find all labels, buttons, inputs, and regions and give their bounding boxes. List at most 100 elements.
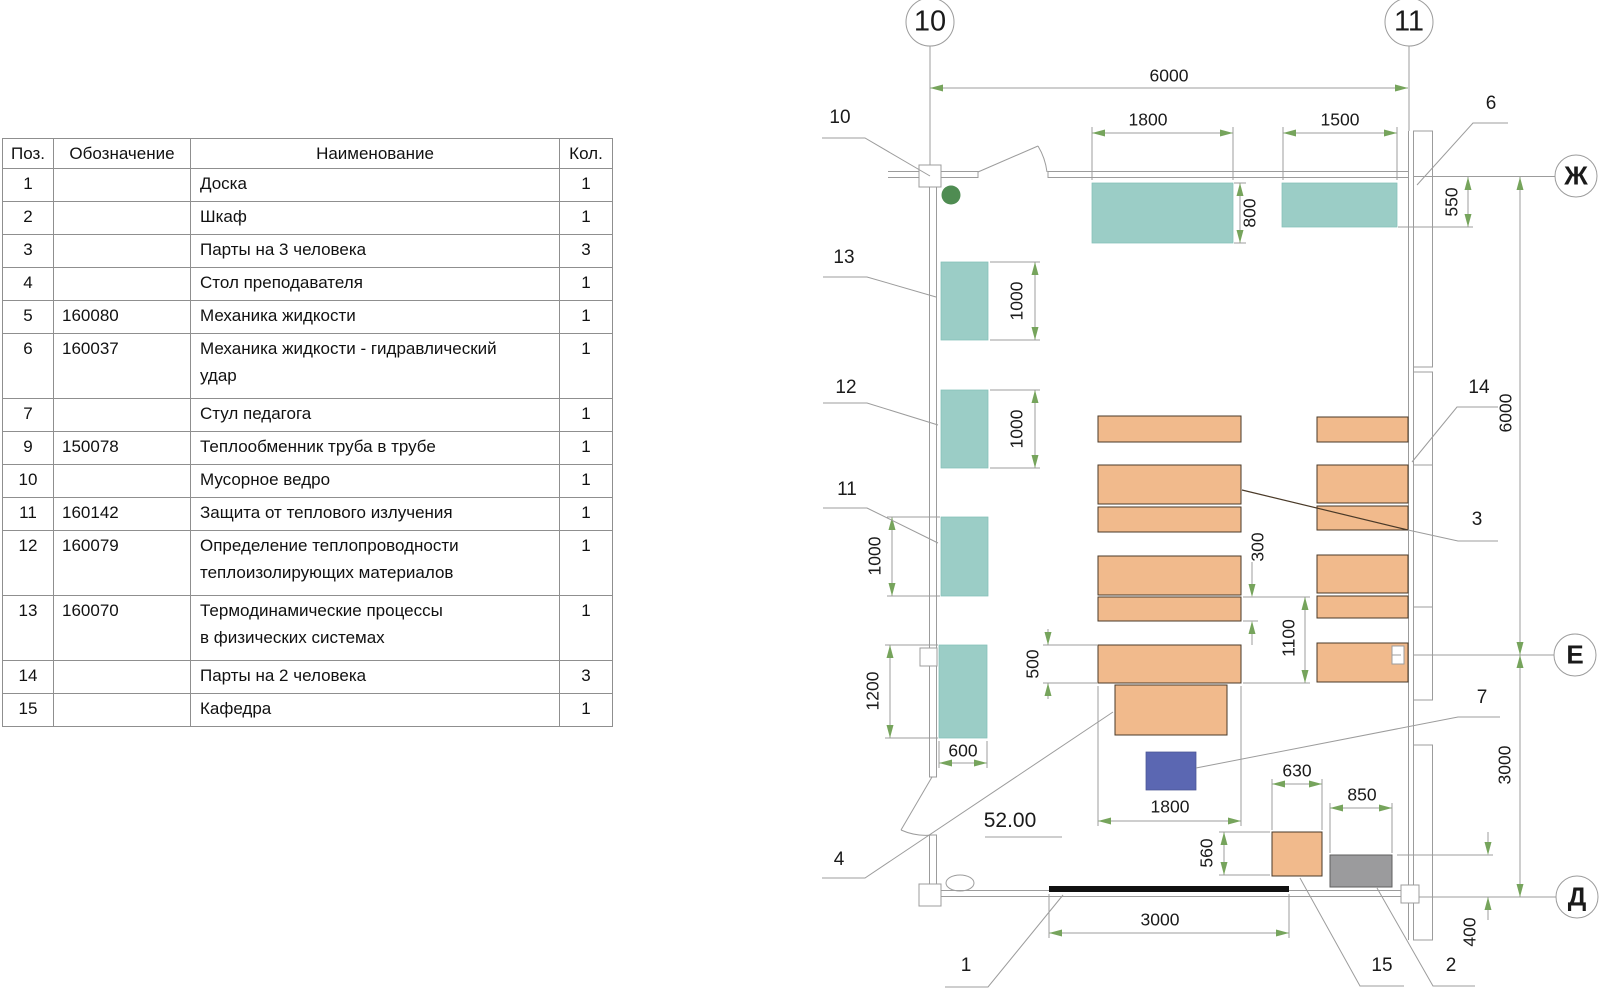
table-row: 1 Доска 1 — [2, 168, 613, 202]
dim-1000-item11 — [887, 516, 940, 597]
col-header-qty: Кол. — [559, 138, 613, 169]
dim-text-300: 300 — [1247, 532, 1268, 562]
waste-bin-item10 — [941, 185, 961, 205]
dim-text-1000-13: 1000 — [1006, 281, 1027, 321]
dim-text-600: 600 — [948, 740, 978, 761]
dim-text-400: 400 — [1459, 917, 1480, 947]
pos-label-3: 3 — [1471, 509, 1483, 530]
dim-text-1200: 1200 — [862, 671, 883, 711]
bench-top-1500-item6 — [1281, 182, 1398, 228]
table-row: 3 Парты на 3 человека 3 — [2, 234, 613, 268]
right-wall-windows — [1413, 130, 1433, 941]
grid-label-d: Д — [1567, 881, 1587, 912]
bench-item5 — [938, 644, 988, 739]
pos-label-4: 4 — [833, 849, 845, 870]
pos-label-6: 6 — [1485, 93, 1497, 114]
desk-row — [1097, 555, 1242, 596]
dim-text-550: 550 — [1441, 187, 1462, 217]
table-row: 6 160037 Механика жидкости - гидравлически… — [2, 333, 613, 399]
bench-item13 — [940, 261, 989, 341]
dim-1800-top — [1091, 127, 1234, 180]
col-header-code: Обозначение — [53, 138, 191, 169]
pos-label-12: 12 — [835, 377, 857, 398]
dim-300 — [1243, 562, 1258, 645]
dim-1800-bottom — [1097, 686, 1242, 826]
walls — [888, 131, 1414, 940]
dim-400 — [1397, 832, 1493, 920]
dim-text-1500-top: 1500 — [1320, 109, 1360, 130]
pos-label-15: 15 — [1371, 955, 1393, 976]
dim-1500-top — [1282, 127, 1398, 180]
dim-1000-item13 — [990, 261, 1040, 341]
bench-item12 — [940, 389, 989, 469]
dim-text-3000-bottom: 3000 — [1140, 909, 1180, 930]
teacher-chair-item7 — [1145, 751, 1197, 791]
dim-text-3000-right: 3000 — [1494, 745, 1515, 785]
dim-text-630: 630 — [1282, 760, 1312, 781]
table-row: 7 Стул педагога 1 — [2, 398, 613, 432]
col-header-pos: Поз. — [2, 138, 54, 169]
grid-bubble-e — [1553, 633, 1597, 677]
dim-1000-item12 — [990, 389, 1040, 469]
dim-text-800: 800 — [1239, 198, 1260, 228]
dim-text-560: 560 — [1196, 838, 1217, 868]
dim-text-6000-right: 6000 — [1495, 393, 1516, 433]
grid-label-11: 11 — [1393, 5, 1425, 38]
dim-text-1800-bottom: 1800 — [1150, 796, 1190, 817]
desk-row — [1316, 595, 1409, 619]
table-row: 9 150078 Теплообменник труба в трубе 1 — [2, 431, 613, 465]
dim-3000-bottom — [1048, 894, 1290, 938]
pos-label-7: 7 — [1476, 687, 1488, 708]
desk-row — [1316, 554, 1409, 594]
dim-text-1000-12: 1000 — [1006, 409, 1027, 449]
table-row: 5 160080 Механика жидкости 1 — [2, 300, 613, 334]
student-desks — [1097, 415, 1409, 877]
grid-label-e: Е — [1566, 639, 1584, 670]
grid-bubble-d — [1555, 875, 1599, 919]
pos-label-13: 13 — [833, 247, 855, 268]
door-left — [900, 776, 933, 836]
teacher-desk-item4 — [1114, 684, 1228, 736]
grid-label-zh: Ж — [1564, 160, 1588, 191]
pos-label-1: 1 — [960, 955, 972, 976]
leader-lines — [822, 122, 1508, 988]
desk-row — [1097, 644, 1242, 684]
table-row: 14 Парты на 2 человека 3 — [2, 660, 613, 694]
door-top — [977, 145, 1048, 173]
room-area-label: 52.00 — [983, 809, 1037, 832]
dim-3000-right — [1516, 655, 1524, 897]
bench-top-1800 — [1091, 182, 1234, 244]
dim-text-1000-11: 1000 — [864, 536, 885, 576]
pos-label-10: 10 — [829, 107, 851, 128]
table-row: 4 Стол преподавателя 1 — [2, 267, 613, 301]
grid-label-10: 10 — [913, 5, 947, 38]
table-row: 12 160079 Определение теплопроводности тепл… — [2, 530, 613, 596]
kafedra-item15 — [1271, 831, 1323, 877]
desk-row — [1097, 415, 1242, 443]
grid-bubble-10 — [905, 0, 955, 47]
grid-bubble-11 — [1384, 0, 1434, 47]
dim-800 — [1234, 182, 1246, 244]
table-row: 13 160070 Термодинамические процессы в физи… — [2, 595, 613, 661]
table-row: 10 Мусорное ведро 1 — [2, 464, 613, 498]
table-row: 2 Шкаф 1 — [2, 201, 613, 235]
dim-1100 — [1243, 596, 1310, 684]
socket-marker — [1391, 645, 1405, 665]
sink-symbol — [945, 874, 975, 892]
dim-500 — [1043, 629, 1097, 699]
pos-label-11: 11 — [837, 479, 857, 500]
dim-630 — [1271, 779, 1323, 830]
grid-bubble-zh — [1554, 154, 1598, 198]
cabinet-item2 — [1329, 854, 1393, 888]
dim-600 — [938, 741, 988, 768]
pos-label-2: 2 — [1445, 955, 1457, 976]
dim-text-6000-top: 6000 — [1149, 65, 1189, 86]
pos-label-14: 14 — [1468, 377, 1490, 398]
table-row: 11 160142 Защита от теплового излучения 1 — [2, 497, 613, 531]
dim-550 — [1398, 177, 1473, 228]
dim-6000-top — [930, 84, 1408, 92]
lab-benches-teal — [938, 182, 1398, 739]
specification-table: Поз. Обозначение Наименование Кол. 1 Доск… — [2, 138, 613, 727]
desk-row — [1097, 596, 1242, 622]
